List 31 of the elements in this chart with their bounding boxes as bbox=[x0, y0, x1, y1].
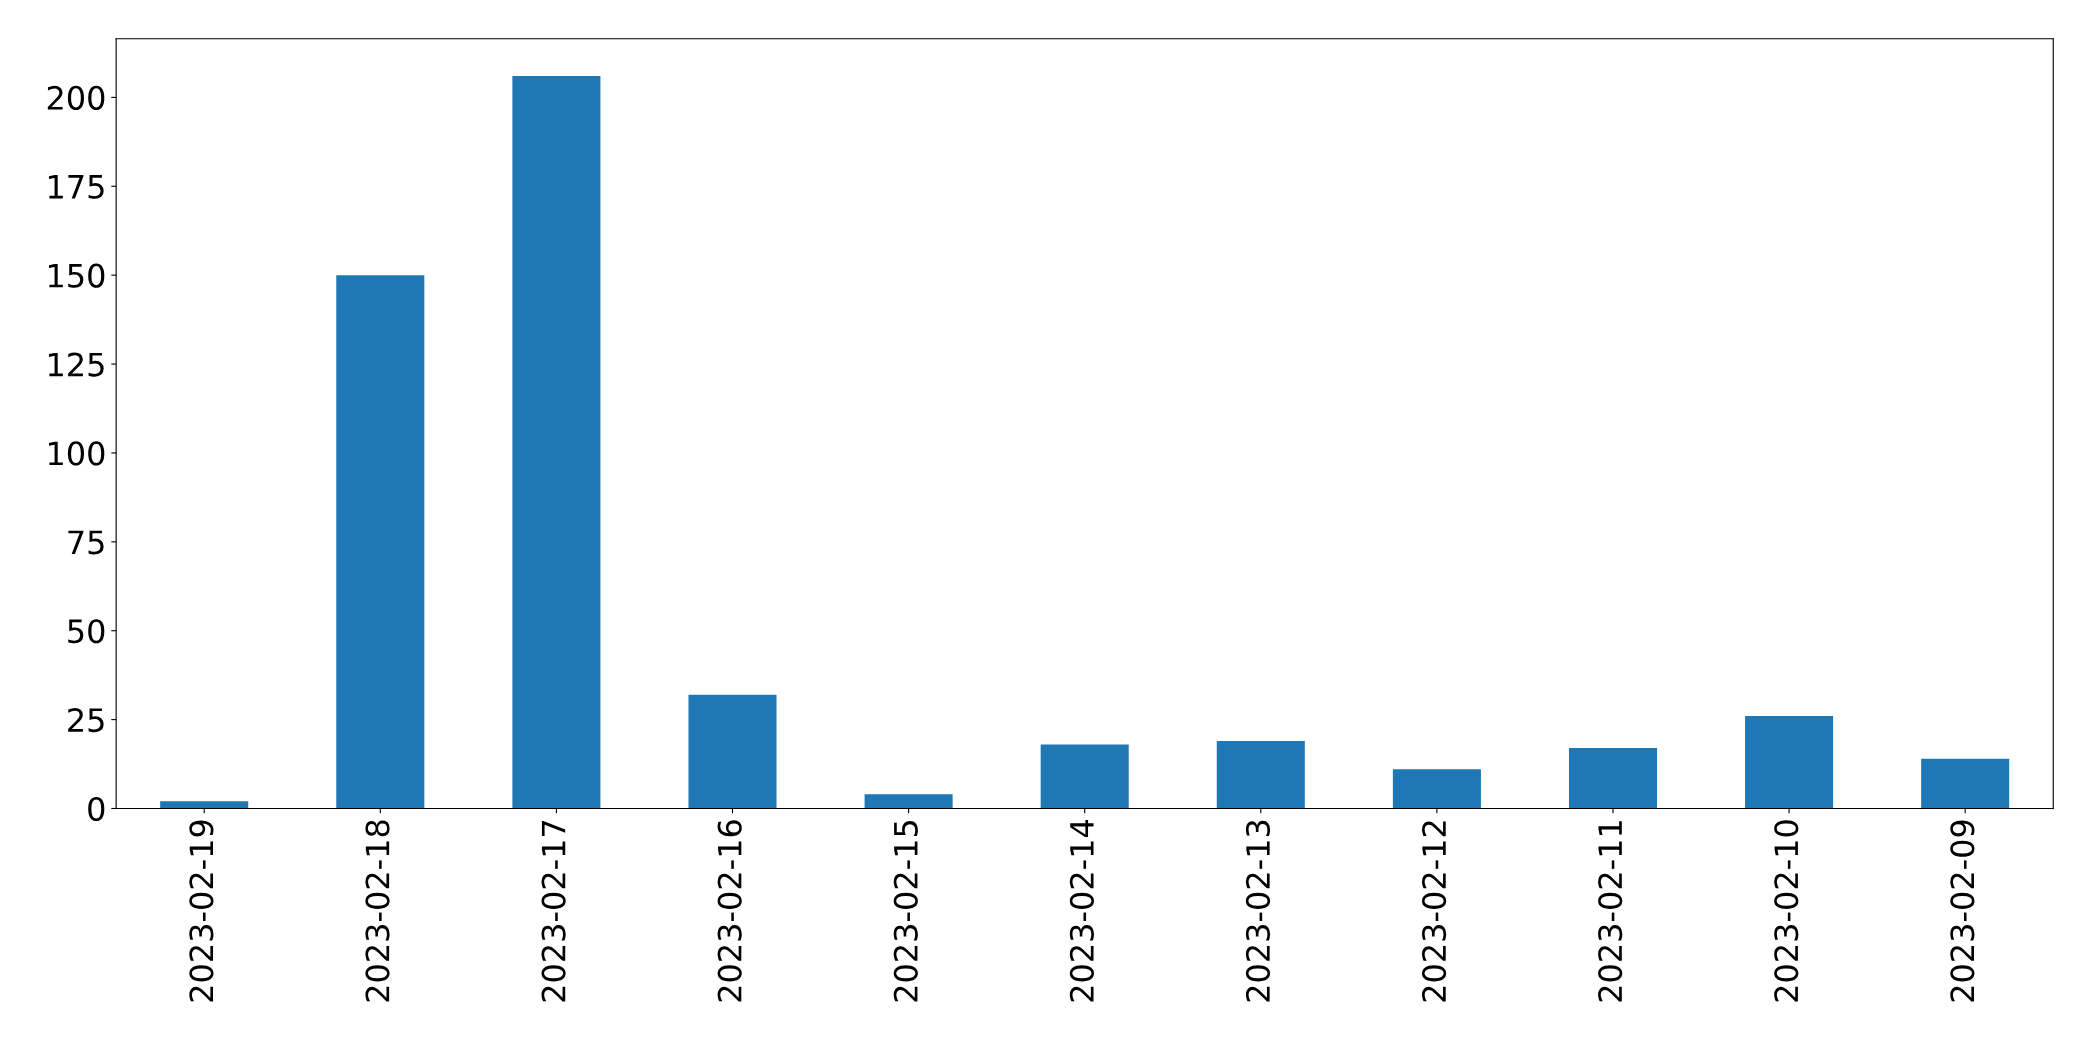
bar bbox=[864, 794, 953, 809]
bar bbox=[688, 694, 777, 809]
x-tick-label: 2023-02-09 bbox=[1950, 820, 1975, 1002]
y-tick-label: 50 bbox=[68, 619, 105, 644]
bar bbox=[1745, 716, 1834, 809]
bar bbox=[1040, 744, 1129, 809]
x-tick-label: 2023-02-16 bbox=[717, 820, 742, 1002]
bar bbox=[1392, 769, 1481, 809]
y-tick-label: 25 bbox=[68, 708, 104, 733]
bar bbox=[1921, 758, 2010, 809]
bar bbox=[336, 275, 425, 809]
y-tick-label: 200 bbox=[47, 85, 105, 110]
x-tick-label: 2023-02-13 bbox=[1245, 820, 1271, 1002]
bar bbox=[1216, 740, 1305, 809]
x-tick-label: 2023-02-11 bbox=[1598, 821, 1623, 1002]
x-tick-label: 2023-02-19 bbox=[189, 820, 214, 1002]
x-tick-label: 2023-02-15 bbox=[893, 820, 918, 1002]
bar bbox=[512, 76, 601, 809]
x-tick-label: 2023-02-18 bbox=[365, 820, 390, 1002]
y-tick-label: 175 bbox=[48, 175, 104, 199]
bar bbox=[1568, 748, 1658, 809]
x-tick-label: 2023-02-14 bbox=[1069, 820, 1094, 1002]
bar bbox=[160, 801, 249, 809]
y-tick-label: 150 bbox=[48, 263, 105, 288]
y-tick-label: 75 bbox=[68, 530, 104, 555]
x-tick-label: 2023-02-17 bbox=[541, 820, 566, 1002]
y-tick-label: 0 bbox=[88, 796, 105, 822]
y-tick-label: 100 bbox=[48, 441, 105, 466]
y-tick-label: 125 bbox=[48, 352, 104, 377]
x-tick-label: 2023-02-10 bbox=[1774, 820, 1799, 1002]
x-tick-label: 2023-02-12 bbox=[1422, 821, 1447, 1002]
